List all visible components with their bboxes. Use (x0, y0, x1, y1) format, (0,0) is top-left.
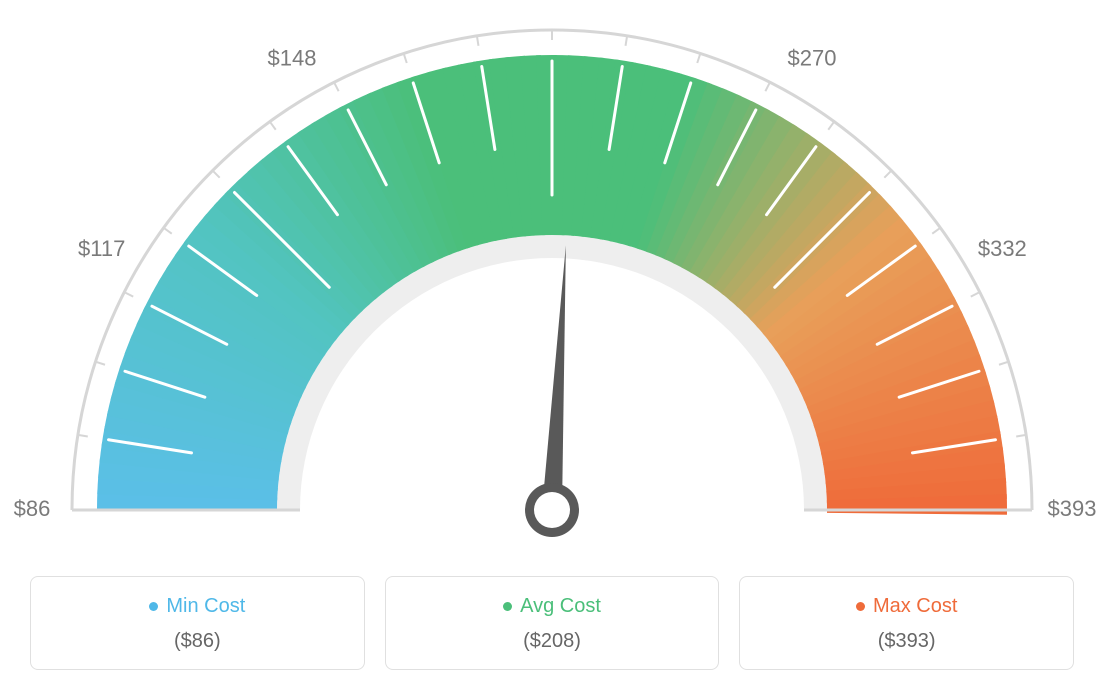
legend-max-label: Max Cost (856, 595, 957, 618)
legend-label-text: Min Cost (166, 595, 245, 618)
legend-avg-label: Avg Cost (503, 595, 601, 618)
legend-max-cost: Max Cost ($393) (739, 576, 1074, 670)
svg-text:$86: $86 (14, 496, 51, 521)
svg-text:$208: $208 (528, 0, 577, 1)
legend-min-label: Min Cost (149, 595, 245, 618)
svg-text:$332: $332 (978, 236, 1027, 261)
legend-avg-value: ($208) (396, 630, 709, 653)
gauge-chart: $86 $117 $148 $208 $270 $332 $393 (0, 0, 1104, 560)
dot-icon (149, 602, 158, 611)
svg-text:$117: $117 (78, 236, 125, 261)
svg-text:$270: $270 (788, 45, 837, 70)
legend-label-text: Max Cost (873, 595, 957, 618)
legend-min-value: ($86) (41, 630, 354, 653)
legend-row: Min Cost ($86) Avg Cost ($208) Max Cost … (30, 576, 1074, 670)
legend-max-value: ($393) (750, 630, 1063, 653)
legend-min-cost: Min Cost ($86) (30, 576, 365, 670)
legend-label-text: Avg Cost (520, 595, 601, 618)
dot-icon (856, 602, 865, 611)
legend-avg-cost: Avg Cost ($208) (385, 576, 720, 670)
svg-text:$393: $393 (1048, 496, 1097, 521)
cost-gauge-container: $86 $117 $148 $208 $270 $332 $393 Min Cost ($8… (0, 0, 1104, 690)
svg-text:$148: $148 (268, 45, 317, 70)
dot-icon (503, 602, 512, 611)
